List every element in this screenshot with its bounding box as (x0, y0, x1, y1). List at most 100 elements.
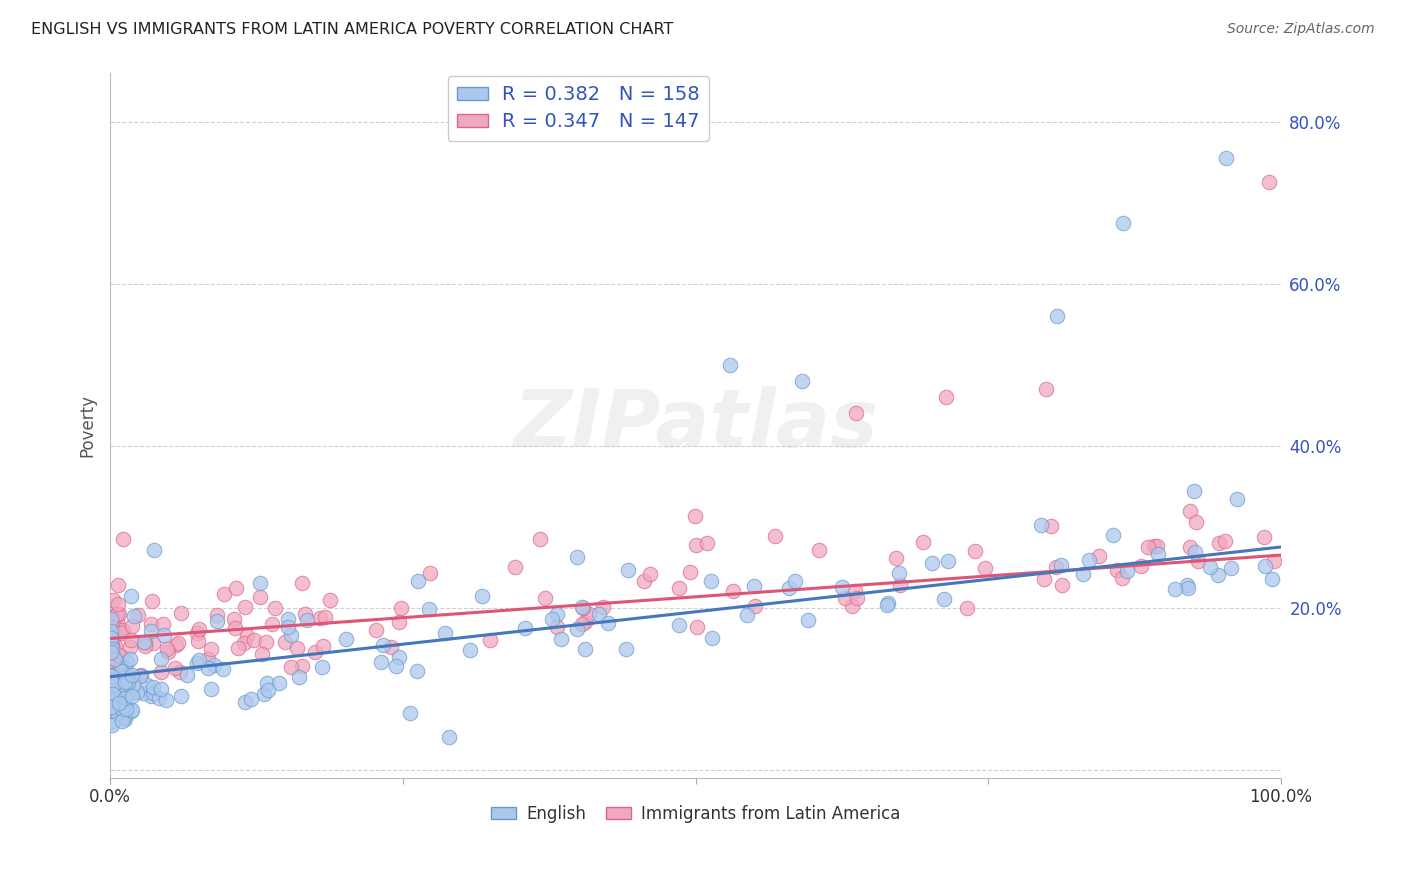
Point (111, 626, 134, 640)
Point (117, 675, 139, 690)
Point (101, 639, 124, 653)
Point (1105, 564, 1128, 578)
Point (742, 579, 765, 593)
Point (114, 691, 136, 706)
Point (107, 665, 129, 679)
Point (505, 560, 527, 574)
Point (1220, 561, 1243, 575)
Point (100, 645, 122, 659)
Point (763, 528, 786, 542)
Point (103, 676, 125, 690)
Point (224, 621, 246, 635)
Point (112, 664, 135, 678)
Point (1031, 518, 1053, 533)
Point (100, 690, 122, 704)
Point (974, 561, 997, 575)
Point (956, 601, 979, 615)
Point (571, 616, 593, 631)
Point (808, 543, 831, 558)
Point (105, 625, 128, 640)
Point (100, 694, 122, 708)
Point (104, 652, 127, 666)
Point (121, 667, 143, 681)
Point (110, 681, 132, 696)
Point (136, 678, 159, 692)
Point (100, 717, 122, 731)
Point (541, 612, 564, 626)
Point (696, 536, 718, 550)
Point (101, 642, 124, 657)
Point (366, 624, 388, 638)
Point (100, 629, 122, 643)
Point (723, 583, 745, 598)
Point (380, 640, 402, 654)
Point (370, 655, 392, 669)
Point (131, 668, 153, 682)
Point (406, 665, 429, 679)
Point (460, 643, 482, 657)
Point (186, 656, 208, 670)
Point (127, 607, 149, 622)
Point (150, 652, 173, 666)
Point (250, 647, 273, 661)
Point (1175, 578, 1198, 592)
Point (841, 599, 863, 613)
Point (935, 390, 957, 404)
Point (285, 640, 308, 655)
Point (479, 633, 502, 648)
Point (125, 685, 148, 699)
Point (107, 696, 129, 710)
Point (134, 635, 156, 649)
Point (311, 660, 333, 674)
Point (269, 676, 291, 690)
Point (200, 642, 222, 657)
Point (1178, 540, 1201, 554)
Point (963, 544, 986, 558)
Point (148, 690, 170, 705)
Point (260, 617, 283, 632)
Point (1208, 568, 1230, 582)
Point (101, 660, 124, 674)
Point (437, 731, 460, 745)
Point (108, 662, 131, 676)
Point (165, 638, 187, 652)
Point (291, 659, 314, 673)
Point (388, 615, 411, 630)
Point (1111, 216, 1133, 230)
Point (846, 591, 869, 605)
Point (233, 599, 256, 614)
Point (124, 609, 146, 624)
Point (205, 614, 228, 628)
Point (1050, 558, 1073, 572)
Point (134, 635, 156, 649)
Point (921, 557, 943, 571)
Text: ENGLISH VS IMMIGRANTS FROM LATIN AMERICA POVERTY CORRELATION CHART: ENGLISH VS IMMIGRANTS FROM LATIN AMERICA… (31, 22, 673, 37)
Point (884, 551, 907, 566)
Point (104, 640, 127, 654)
Point (107, 598, 129, 612)
Point (101, 688, 124, 702)
Point (108, 657, 131, 672)
Point (1184, 545, 1206, 559)
Point (121, 703, 143, 717)
Point (100, 609, 122, 624)
Point (103, 673, 125, 688)
Point (120, 651, 142, 665)
Point (115, 701, 138, 715)
Point (700, 631, 723, 645)
Point (100, 714, 122, 729)
Point (212, 586, 235, 600)
Point (335, 632, 357, 647)
Point (104, 673, 127, 688)
Point (640, 567, 662, 582)
Point (1052, 578, 1074, 592)
Point (101, 611, 124, 625)
Point (319, 593, 342, 607)
Point (156, 645, 179, 659)
Point (100, 698, 122, 713)
Point (844, 583, 866, 598)
Point (112, 698, 135, 712)
Point (574, 641, 596, 656)
Point (187, 633, 209, 648)
Point (100, 624, 122, 638)
